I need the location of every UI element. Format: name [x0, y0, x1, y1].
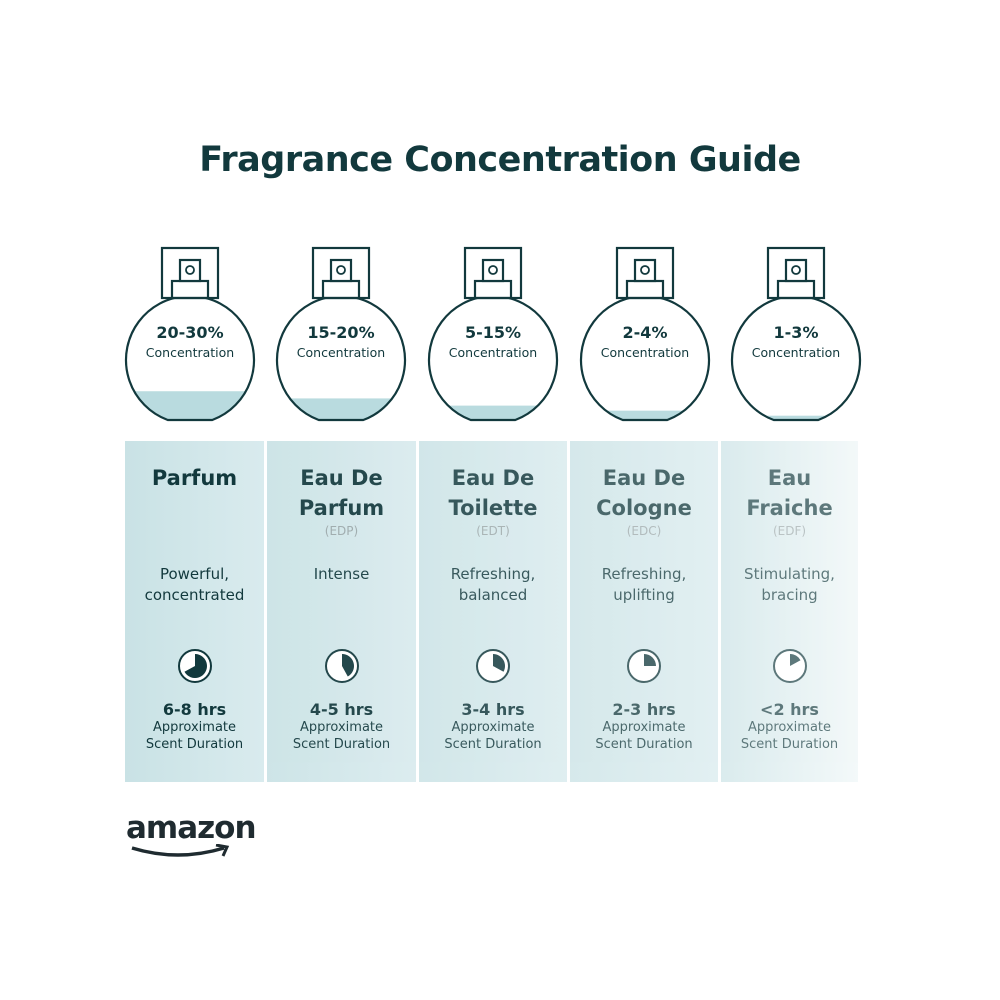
duration-hours: 2-3 hrs — [612, 700, 676, 719]
duration-label-2: Scent Duration — [145, 737, 244, 752]
fragrance-name: Eau De Parfum — [267, 463, 416, 523]
description-line-1: Refreshing, — [601, 565, 687, 583]
duration-hours: <2 hrs — [760, 700, 819, 719]
concentration-label: Concentration — [146, 345, 234, 360]
liquid-fill — [581, 410, 709, 420]
clock-icon — [627, 649, 661, 683]
duration-label-2: Scent Duration — [595, 737, 693, 752]
abbreviation: (EDT) — [476, 524, 510, 538]
duration-label: Approximate — [602, 720, 686, 735]
duration-hours: 6-8 hrs — [162, 700, 227, 719]
description-line-1: Refreshing, — [450, 565, 536, 583]
liquid-fill — [429, 405, 557, 420]
fragrance-column: Eau De Parfum (EDP) Intense 4-5 hrs Appro… — [267, 441, 416, 782]
clock-icon — [476, 649, 510, 683]
abbreviation: (EDF) — [772, 524, 807, 538]
concentration-label: Concentration — [752, 345, 840, 360]
duration-label-2: Scent Duration — [740, 737, 839, 752]
name-line-1: Eau — [767, 466, 812, 490]
duration-label: Approximate — [451, 720, 535, 735]
name-line-1: Eau De — [300, 466, 383, 490]
description-line-1: Powerful, — [159, 565, 230, 583]
clock-wedge — [493, 654, 505, 672]
duration-label: Approximate — [152, 720, 237, 735]
fragrance-name: Eau Fraiche — [721, 463, 858, 523]
concentration-label: Concentration — [449, 345, 537, 360]
name-line-2: Fraiche — [746, 496, 833, 520]
name-line-2: Cologne — [596, 496, 692, 520]
clock-wedge — [789, 654, 801, 666]
clock-icon — [177, 649, 212, 683]
clock-wedge — [183, 654, 207, 678]
concentration-percent: 20-30% — [156, 323, 223, 342]
fragrance-name: Parfum — [125, 463, 264, 544]
fragrance-column: Parfum Powerful, concentrated 6-8 hrs App… — [125, 441, 264, 782]
description-line-2: balanced — [458, 586, 528, 604]
logo-text: amazon — [126, 810, 257, 846]
duration-hours: 3-4 hrs — [461, 700, 525, 719]
clock-wedge — [341, 654, 354, 677]
bottle: 5-15% Concentration — [427, 246, 559, 422]
duration-hours: 4-5 hrs — [309, 700, 374, 719]
fragrance-column: Eau De Toilette (EDT) Refreshing, balanced… — [419, 441, 567, 782]
concentration-percent: 1-3% — [774, 323, 819, 342]
bottles: 20-30%Concentration15-20%Concentration5-… — [124, 246, 862, 422]
clock-icon — [324, 649, 359, 683]
description-line-1: Stimulating, — [744, 565, 835, 583]
name-line-2: Toilette — [448, 496, 538, 520]
bottle: 1-3% Concentration — [730, 246, 862, 422]
concentration-percent: 2-4% — [623, 323, 668, 342]
bottle: 20-30% Concentration — [124, 246, 256, 422]
concentration-percent: 5-15% — [465, 323, 521, 342]
concentration-percent: 15-20% — [307, 323, 374, 342]
fragrance-name: Eau De Toilette — [419, 463, 567, 523]
abbreviation: (EDP) — [324, 524, 359, 538]
name-line-1: Eau De — [602, 466, 686, 490]
description-line-2: bracing — [761, 586, 818, 604]
bottle: 15-20% Concentration — [275, 246, 407, 422]
amazon-logo: amazon — [126, 810, 257, 857]
description-line-2: uplifting — [613, 586, 675, 604]
duration-label: Approximate — [747, 720, 832, 735]
concentration-label: Concentration — [601, 345, 689, 360]
fragrance-name: Eau De Cologne — [570, 463, 718, 523]
liquid-fill — [732, 415, 860, 420]
name-line-1: Eau De — [451, 466, 535, 490]
bottle: 2-4% Concentration — [579, 246, 711, 422]
concentration-label: Concentration — [297, 345, 385, 360]
clock-wedge — [644, 654, 656, 666]
fragrance-column: Eau De Cologne (EDC) Refreshing, uplifting… — [570, 441, 718, 782]
page-title: Fragrance Concentration Guide — [199, 140, 801, 180]
liquid-fill — [277, 398, 405, 420]
duration-label-2: Scent Duration — [444, 737, 542, 752]
description-line-2: concentrated — [144, 586, 245, 604]
duration-label: Approximate — [299, 720, 384, 735]
smile-arrow-icon — [131, 844, 230, 857]
duration-label-2: Scent Duration — [292, 737, 391, 752]
description-line-1: Intense — [313, 565, 370, 583]
name-line-2: Parfum — [298, 496, 385, 520]
fragrance-column: Eau Fraiche (EDF) Stimulating, bracing <2 … — [721, 441, 858, 782]
name-line-1: Parfum — [151, 466, 238, 490]
clock-icon — [772, 649, 807, 683]
abbreviation: (EDC) — [626, 524, 662, 538]
